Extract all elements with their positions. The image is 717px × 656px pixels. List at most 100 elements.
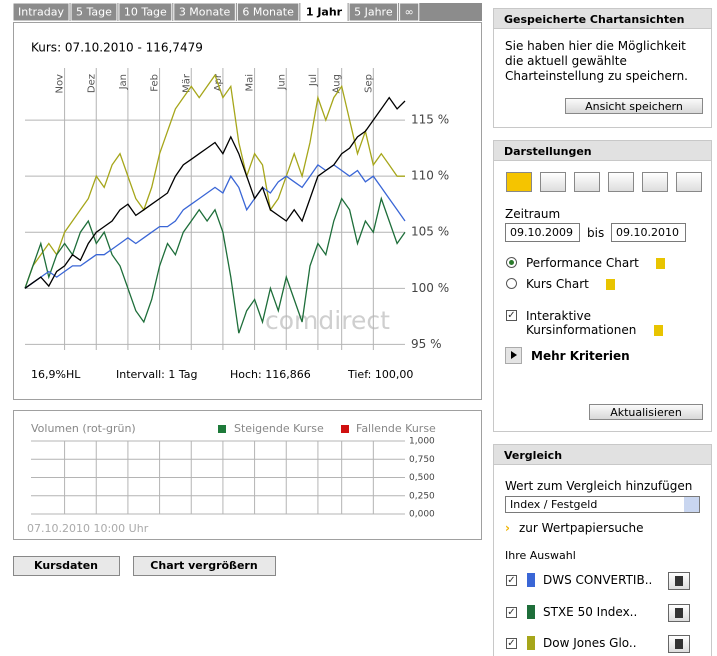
series-swatch: [527, 604, 535, 619]
tab[interactable]: [12, 2, 70, 22]
tab-label[interactable]: 3 Monate: [179, 6, 231, 19]
tab[interactable]: [300, 2, 348, 22]
select-arrow[interactable]: [684, 497, 699, 512]
y-tick-label: 0,250: [409, 491, 435, 501]
tab-label[interactable]: 5 Tage: [76, 6, 112, 19]
series-line: [24, 96, 406, 289]
label: Wert zum Vergleich hinzufügen: [505, 479, 693, 493]
checkbox-label[interactable]: Interaktive: [526, 309, 591, 323]
radio[interactable]: [506, 257, 517, 268]
volume-plot: 0,000 0,250 0,500 0,750 1,000: [31, 437, 435, 520]
label: Zeitraum: [505, 207, 561, 221]
link[interactable]: Mehr Kriterien: [531, 349, 630, 363]
label: bis: [587, 226, 605, 240]
chart-type-button[interactable]: [574, 172, 600, 192]
plot: 95 % 100 % 105 % 110 % 115 % Nov Dez Jan Feb Mär A…: [24, 68, 449, 351]
y-tick-label: 0,000: [409, 510, 435, 520]
checkbox-label[interactable]: Kursinformationen: [526, 323, 637, 337]
arrow-icon: ›: [505, 521, 510, 535]
button-label[interactable]: Chart vergrößern: [150, 559, 257, 572]
checkbox[interactable]: ✓: [506, 606, 517, 618]
y-tick-label: 1,000: [409, 437, 435, 447]
legend-label: STXE 50 Index..: [543, 604, 638, 619]
section-title: Gespeicherte Chartansichten: [493, 8, 712, 29]
x-tick-label: Feb: [150, 74, 161, 92]
button[interactable]: Ansicht speichern: [565, 98, 703, 114]
tab-label[interactable]: 5 Jahre: [354, 6, 393, 19]
checkbox[interactable]: ✓: [506, 575, 517, 586]
x-tick-label: Jul: [308, 74, 319, 87]
stat: Intervall: 1 Tag: [116, 368, 198, 381]
text: Charteinstellung zu speichern.: [505, 69, 688, 83]
x-tick-label: Aug: [332, 74, 343, 94]
chart-type-button[interactable]: [676, 172, 702, 192]
info-icon[interactable]: [654, 325, 663, 336]
timestamp: 07.10.2010 10:00 Uhr: [27, 522, 149, 535]
link[interactable]: zur Wertpapiersuche: [519, 521, 644, 535]
text: Sie haben hier die Möglichkeit: [505, 39, 686, 53]
tab[interactable]: [118, 2, 173, 22]
button[interactable]: Aktualisieren: [589, 404, 703, 420]
x-tick-label: Nov: [55, 74, 66, 94]
y-tick-label: 115 %: [411, 113, 449, 127]
info-icon[interactable]: [606, 279, 615, 290]
button[interactable]: [133, 556, 276, 576]
chart-type-button[interactable]: [506, 172, 532, 192]
tab[interactable]: [348, 2, 399, 22]
tab-label[interactable]: Intraday: [18, 6, 65, 19]
tab[interactable]: [173, 2, 236, 22]
y-tick-label: 100 %: [411, 281, 449, 295]
tab-label[interactable]: ∞: [405, 6, 414, 19]
legend-label: Fallende Kurse: [356, 422, 436, 435]
legend-swatch: [218, 425, 226, 433]
y-tick-label: 95 %: [411, 337, 442, 351]
tab-label[interactable]: 10 Tage: [124, 6, 167, 19]
button[interactable]: [13, 556, 120, 576]
delete-button[interactable]: [668, 635, 690, 653]
tabs: Intraday 5 Tage 10 Tage 3 Monate 6 Monate 1 J…: [12, 2, 420, 22]
y-tick-label: 0,500: [409, 473, 435, 483]
chart-type-button[interactable]: [608, 172, 634, 192]
button-label[interactable]: Kursdaten: [34, 559, 98, 572]
stat: Hoch: 116,866: [230, 368, 311, 381]
chart-box: [13, 22, 482, 400]
info-icon[interactable]: [656, 258, 665, 269]
y-tick-label: 0,750: [409, 455, 435, 465]
section-title: Darstellungen: [493, 140, 712, 161]
date-input[interactable]: 09.10.2010: [611, 223, 686, 242]
tab[interactable]: [236, 2, 300, 22]
tab[interactable]: [70, 2, 118, 22]
legend-label: DWS CONVERTIB..: [543, 573, 653, 587]
chart-type-button[interactable]: [642, 172, 668, 192]
tab-label[interactable]: 6 Monate: [242, 6, 294, 19]
text: die aktuell gewählte: [505, 54, 627, 68]
select[interactable]: Index / Festgeld: [505, 496, 700, 513]
chart-type-button[interactable]: [540, 172, 566, 192]
series-swatch: [527, 636, 535, 650]
legend-swatch: [341, 425, 349, 433]
x-tick-label: Mai: [245, 74, 256, 92]
delete-button[interactable]: [668, 572, 690, 590]
x-tick-label: Apr: [213, 73, 224, 91]
tab-label[interactable]: 1 Jahr: [306, 6, 343, 19]
radio-label[interactable]: Performance Chart: [526, 256, 639, 270]
series-line: [24, 196, 406, 334]
x-tick-label: Mär: [181, 73, 192, 93]
date-input[interactable]: 09.10.2009: [505, 223, 580, 242]
tab[interactable]: [399, 2, 420, 22]
expand-icon[interactable]: [505, 347, 522, 364]
radio[interactable]: [506, 278, 517, 289]
stat: Tief: 100,00: [347, 368, 413, 381]
checkbox[interactable]: ✓: [506, 638, 517, 649]
volume-title: Volumen (rot-grün): [31, 422, 136, 435]
x-tick-label: Sep: [363, 74, 374, 93]
legend-label: Dow Jones Glo..: [543, 636, 637, 650]
y-tick-label: 110 %: [411, 169, 449, 183]
checkbox[interactable]: ✓: [506, 310, 517, 321]
delete-button[interactable]: [668, 603, 690, 622]
stat: 16,9%HL: [31, 368, 81, 381]
series-line: [24, 163, 406, 289]
radio-label[interactable]: Kurs Chart: [526, 277, 589, 291]
series-line: [24, 73, 405, 289]
